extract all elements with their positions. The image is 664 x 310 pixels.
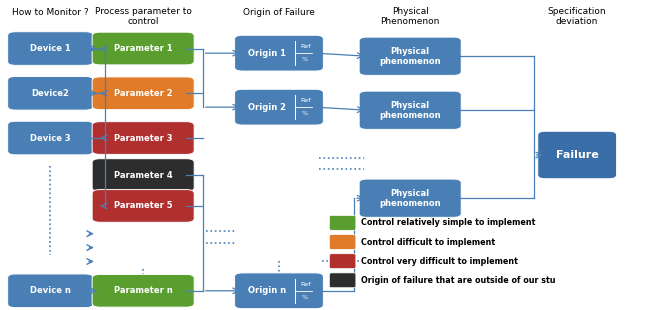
Text: Origin 2: Origin 2 bbox=[248, 103, 286, 112]
FancyBboxPatch shape bbox=[234, 89, 323, 125]
Text: Parameter n: Parameter n bbox=[114, 286, 173, 295]
FancyBboxPatch shape bbox=[92, 189, 194, 222]
FancyBboxPatch shape bbox=[359, 179, 461, 217]
Text: Ref: Ref bbox=[300, 98, 311, 104]
Text: Control very difficult to implement: Control very difficult to implement bbox=[361, 257, 518, 266]
FancyBboxPatch shape bbox=[359, 37, 461, 75]
FancyBboxPatch shape bbox=[92, 77, 194, 110]
Text: Origin of failure that are outside of our stu: Origin of failure that are outside of ou… bbox=[361, 276, 556, 285]
FancyBboxPatch shape bbox=[8, 32, 93, 65]
Text: How to Monitor ?: How to Monitor ? bbox=[12, 8, 89, 17]
Text: Physical
phenomenon: Physical phenomenon bbox=[379, 188, 441, 208]
FancyBboxPatch shape bbox=[329, 273, 356, 288]
Text: Origin n: Origin n bbox=[248, 286, 286, 295]
FancyBboxPatch shape bbox=[329, 215, 356, 230]
FancyBboxPatch shape bbox=[329, 235, 356, 250]
Text: Parameter 5: Parameter 5 bbox=[114, 202, 173, 210]
FancyBboxPatch shape bbox=[359, 91, 461, 129]
Text: Physical
phenomenon: Physical phenomenon bbox=[379, 46, 441, 66]
Text: Physical
Phenomenon: Physical Phenomenon bbox=[380, 7, 440, 26]
Text: %: % bbox=[302, 294, 308, 299]
Text: Specification
deviation: Specification deviation bbox=[548, 7, 606, 26]
Text: %: % bbox=[302, 57, 308, 62]
Text: %: % bbox=[302, 111, 308, 116]
FancyBboxPatch shape bbox=[92, 274, 194, 307]
Text: Origin 1: Origin 1 bbox=[248, 49, 286, 58]
FancyBboxPatch shape bbox=[234, 273, 323, 309]
FancyBboxPatch shape bbox=[538, 131, 617, 179]
FancyBboxPatch shape bbox=[329, 254, 356, 268]
Text: Ref: Ref bbox=[300, 282, 311, 287]
Text: Process parameter to
control: Process parameter to control bbox=[95, 7, 192, 26]
FancyBboxPatch shape bbox=[92, 32, 194, 65]
Text: Failure: Failure bbox=[556, 150, 598, 160]
FancyBboxPatch shape bbox=[234, 35, 323, 71]
Text: Parameter 1: Parameter 1 bbox=[114, 44, 173, 53]
Text: Control relatively simple to implement: Control relatively simple to implement bbox=[361, 218, 536, 228]
FancyBboxPatch shape bbox=[8, 121, 93, 155]
Text: Physical
phenomenon: Physical phenomenon bbox=[379, 100, 441, 120]
FancyBboxPatch shape bbox=[8, 77, 93, 110]
Text: Control difficult to implement: Control difficult to implement bbox=[361, 237, 495, 246]
Text: Ref: Ref bbox=[300, 44, 311, 49]
Text: Device2: Device2 bbox=[31, 89, 69, 98]
Text: Device n: Device n bbox=[30, 286, 71, 295]
Text: Device 3: Device 3 bbox=[30, 134, 70, 143]
FancyBboxPatch shape bbox=[8, 274, 93, 308]
FancyBboxPatch shape bbox=[92, 122, 194, 154]
Text: Parameter 2: Parameter 2 bbox=[114, 89, 173, 98]
FancyBboxPatch shape bbox=[92, 159, 194, 191]
Text: Parameter 4: Parameter 4 bbox=[114, 170, 173, 179]
Text: Origin of Failure: Origin of Failure bbox=[243, 8, 315, 17]
Text: Device 1: Device 1 bbox=[30, 44, 71, 53]
Text: Parameter 3: Parameter 3 bbox=[114, 134, 173, 143]
